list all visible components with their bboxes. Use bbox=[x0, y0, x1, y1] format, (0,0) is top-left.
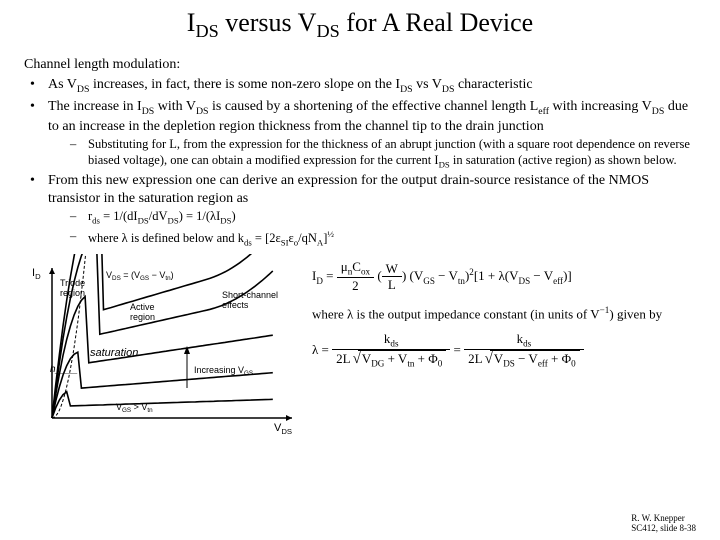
svg-text:saturation: saturation bbox=[90, 347, 138, 359]
footer-credit: R. W. Knepper SC412, slide 8-38 bbox=[631, 514, 696, 534]
svg-text:Increasing VGS: Increasing VGS bbox=[194, 365, 253, 377]
body-content: Channel length modulation: As VDS increa… bbox=[24, 56, 696, 248]
equation-lambda-desc: where λ is the output impedance constant… bbox=[312, 305, 696, 322]
intro-text: Channel length modulation: bbox=[24, 56, 696, 74]
svg-text:Short-channel: Short-channel bbox=[222, 290, 278, 300]
bullet-3-sub1: rds = 1/(dIDS/dVDS) = 1/(λIDS) bbox=[70, 209, 696, 226]
equations-block: ID = μnCox2 (WL) (VGS − Vtn)2[1 + λ(VDS … bbox=[312, 254, 696, 380]
svg-text:effects: effects bbox=[222, 300, 249, 310]
svg-text:region: region bbox=[60, 288, 85, 298]
bullet-2: The increase in IDS with VDS is caused b… bbox=[30, 98, 696, 171]
iv-curve-chart: IDVDSTrioderegionActiveregionShort-chann… bbox=[24, 254, 304, 434]
bullet-2-sub: Substituting for L, from the expression … bbox=[70, 137, 696, 170]
svg-text:h____: h____ bbox=[50, 364, 78, 375]
svg-text:VDS = (VGS − Vtn): VDS = (VGS − Vtn) bbox=[106, 270, 174, 282]
equation-lambda: λ = kds 2LVDG + Vtn + Φ0 = kds 2LVDS − V… bbox=[312, 332, 696, 370]
svg-text:Triode: Triode bbox=[60, 278, 85, 288]
bullet-1: As VDS increases, in fact, there is some… bbox=[30, 76, 696, 96]
svg-text:region: region bbox=[130, 312, 155, 322]
page-title: IDS versus VDS for A Real Device bbox=[24, 8, 696, 42]
bullet-3-sub2: where λ is defined below and kds = [2εSI… bbox=[70, 229, 696, 249]
svg-text:VDS: VDS bbox=[274, 422, 292, 434]
bullet-3: From this new expression one can derive … bbox=[30, 172, 696, 248]
svg-text:Active: Active bbox=[130, 302, 155, 312]
svg-text:ID: ID bbox=[32, 267, 41, 281]
equation-id: ID = μnCox2 (WL) (VGS − Vtn)2[1 + λ(VDS … bbox=[312, 260, 696, 294]
